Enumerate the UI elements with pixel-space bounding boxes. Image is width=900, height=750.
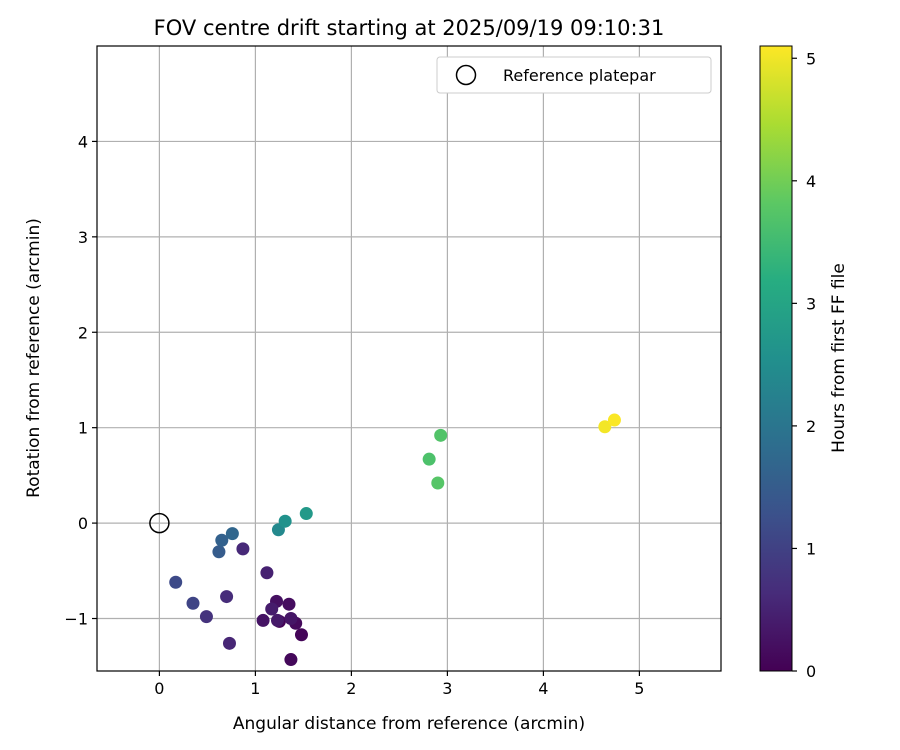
plot-frame: [96, 45, 722, 672]
data-point-17: [169, 575, 183, 589]
data-point-26: [431, 476, 445, 490]
colorbar: [759, 45, 793, 672]
data-point-23: [299, 507, 313, 521]
colorbar-tick-label: 5: [806, 49, 816, 68]
y-tick-label: 1: [78, 419, 88, 438]
chart-title: FOV centre drift starting at 2025/09/19 …: [154, 16, 665, 40]
data-point-14: [220, 590, 234, 604]
colorbar-tick-label: 0: [806, 662, 816, 681]
colorbar-tick-label: 3: [806, 294, 816, 313]
data-point-9: [270, 613, 284, 627]
y-tick-label: 4: [78, 132, 88, 151]
legend: Reference platepar: [436, 56, 712, 94]
y-axis-label: Rotation from reference (arcmin): [24, 218, 44, 498]
x-axis-label: Angular distance from reference (arcmin): [233, 714, 585, 734]
x-tick-label: 2: [346, 679, 356, 698]
data-point-22: [278, 514, 292, 528]
data-point-18: [212, 545, 226, 559]
data-point-24: [422, 452, 436, 466]
data-point-20: [225, 527, 239, 541]
data-point-11: [260, 566, 274, 580]
y-tick-label: 2: [78, 323, 88, 342]
data-point-7: [256, 613, 270, 627]
colorbar-label: Hours from first FF file: [829, 263, 849, 453]
legend-label: Reference platepar: [503, 66, 656, 85]
data-point-28: [607, 413, 621, 427]
legend-box: [436, 56, 712, 94]
data-point-10: [265, 602, 279, 616]
x-tick-label: 1: [250, 679, 260, 698]
data-points: [169, 413, 621, 667]
data-point-25: [434, 428, 448, 442]
grid-lines: [97, 46, 721, 671]
data-point-15: [199, 610, 213, 624]
reference-point-marker: [149, 512, 170, 534]
data-point-19: [215, 533, 229, 547]
y-tick-label: −1: [64, 610, 88, 629]
data-point-12: [222, 636, 236, 650]
colorbar-ticks: 0 1 2 3 4 5: [792, 49, 816, 681]
data-point-2: [294, 628, 308, 642]
y-tick-label: 0: [78, 514, 88, 533]
data-point-8: [284, 612, 298, 626]
x-tick-label: 3: [442, 679, 452, 698]
x-tick-label: 5: [634, 679, 644, 698]
colorbar-tick-label: 2: [806, 417, 816, 436]
data-point-13: [236, 542, 250, 556]
data-point-27: [598, 420, 612, 434]
x-tick-label: 0: [154, 679, 164, 698]
data-point-3: [284, 653, 298, 667]
colorbar-tick-label: 1: [806, 539, 816, 558]
x-tick-label: 4: [538, 679, 548, 698]
legend-reference-marker: [455, 64, 477, 86]
data-point-5: [282, 597, 296, 611]
y-axis-ticks: −1 0 1 2 3 4: [64, 132, 97, 629]
colorbar-tick-label: 4: [806, 172, 816, 191]
y-tick-label: 3: [78, 228, 88, 247]
x-axis-ticks: 0 1 2 3 4 5: [154, 671, 644, 698]
data-point-16: [186, 596, 200, 610]
